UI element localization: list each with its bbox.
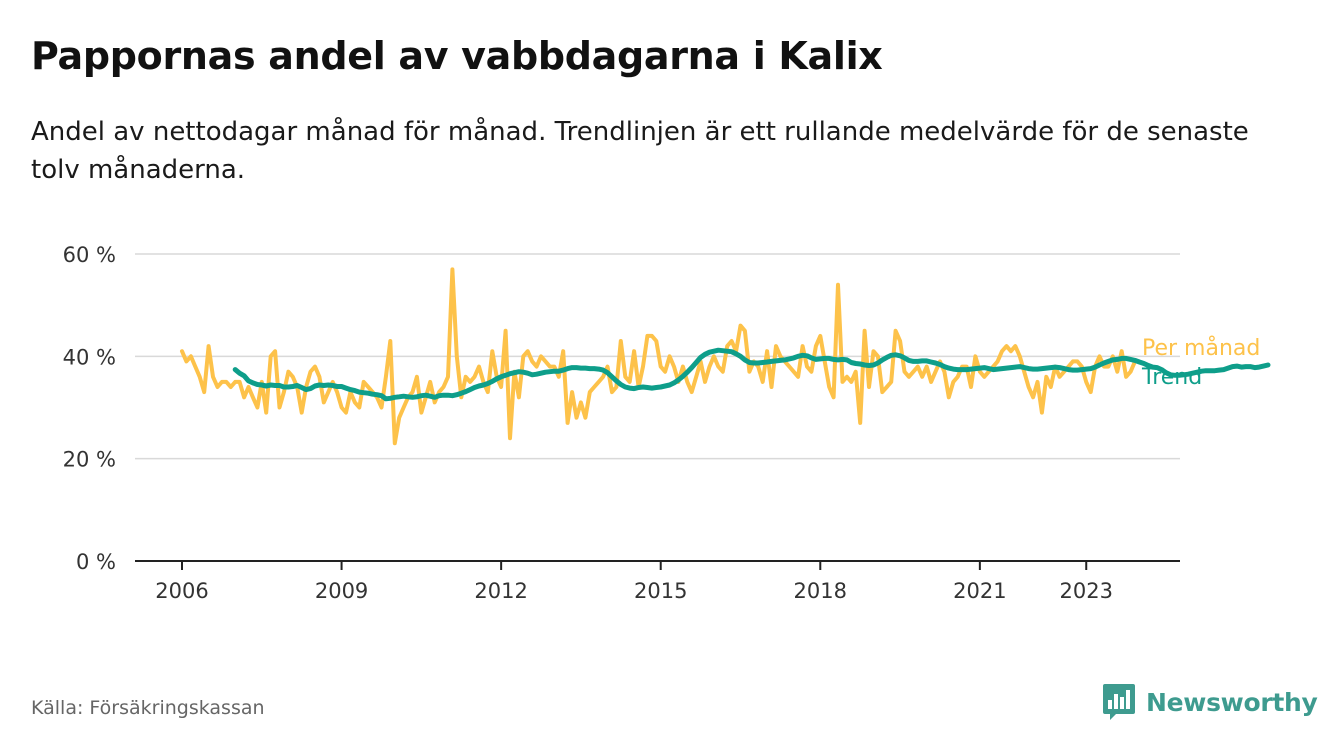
x-axis: 2006 2009 2012 2015 2018 2021 2023 [135, 560, 1180, 603]
x-tick-label: 2018 [794, 579, 847, 603]
inline-legend: Per månad Trend [1141, 335, 1260, 390]
bar-chart-logo-icon [1103, 684, 1135, 720]
y-tick-label: 60 % [63, 243, 116, 267]
y-tick-label: 40 % [63, 345, 116, 369]
x-tick-label: 2015 [634, 579, 687, 603]
chart-series [180, 267, 1271, 446]
y-tick-label: 0 % [76, 550, 116, 574]
x-tick-label: 2021 [953, 579, 1006, 603]
legend-label-trend: Trend [1141, 365, 1202, 390]
chart-title: Pappornas andel av vabbdagarna i Kalix [31, 34, 883, 78]
x-tick-label: 2023 [1060, 579, 1113, 603]
y-tick-label: 20 % [63, 448, 116, 472]
series-line-trend [232, 347, 1271, 402]
x-tick-label: 2009 [315, 579, 368, 603]
x-tick-label: 2006 [155, 579, 208, 603]
legend-label-per-m-nad: Per månad [1142, 335, 1260, 361]
x-tick-label: 2012 [474, 579, 527, 603]
brand-logo: Newsworthy [1102, 682, 1318, 722]
chart-subtitle: Andel av nettodagar månad för månad. Tre… [31, 117, 1249, 185]
y-axis-tick-labels: 0 % 20 % 40 % 60 % [63, 243, 116, 574]
source-note: Källa: Försäkringskassan [31, 697, 265, 719]
brand-name: Newsworthy [1146, 687, 1318, 717]
series-line-per-m-nad [180, 267, 1137, 446]
